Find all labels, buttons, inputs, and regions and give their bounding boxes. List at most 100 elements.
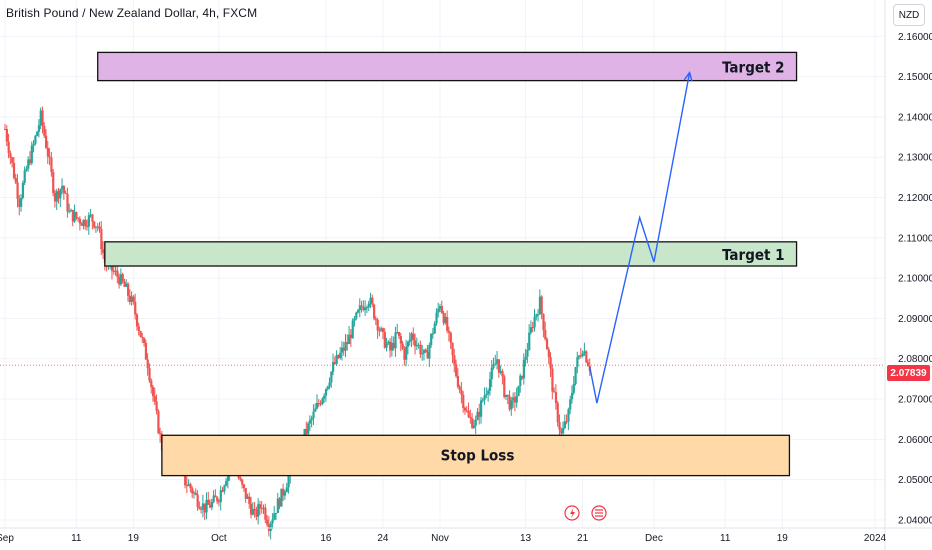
lightning-event-icon[interactable]	[564, 505, 580, 521]
candle	[196, 490, 199, 511]
candle	[307, 421, 310, 437]
candle	[390, 335, 394, 357]
candle	[544, 321, 547, 341]
candle	[250, 496, 253, 519]
candle	[321, 397, 324, 406]
currency-button[interactable]: NZD	[893, 4, 925, 26]
candle	[383, 328, 386, 349]
candle	[373, 303, 376, 321]
candle	[519, 373, 522, 393]
x-tick-label: 11	[720, 533, 731, 544]
candle	[456, 368, 460, 389]
candle	[556, 400, 559, 427]
candle	[143, 337, 146, 347]
chart-title: British Pound / New Zealand Dollar, 4h, …	[6, 6, 258, 20]
candle	[529, 320, 533, 335]
candle	[139, 330, 142, 338]
candle	[201, 494, 205, 518]
candle	[392, 336, 395, 351]
candle	[326, 385, 329, 391]
candle	[312, 404, 315, 425]
candle	[48, 148, 51, 166]
candle	[221, 487, 224, 493]
candle	[9, 150, 12, 165]
candle	[328, 377, 331, 390]
candle	[36, 130, 39, 137]
candle	[396, 323, 399, 335]
candle	[91, 213, 94, 230]
candle	[282, 483, 285, 501]
candle	[7, 133, 10, 159]
candle	[367, 300, 370, 312]
candle	[405, 339, 408, 367]
candle	[485, 387, 488, 399]
candle	[187, 479, 190, 487]
zone-box	[104, 241, 798, 267]
candle	[332, 353, 335, 376]
candle	[64, 190, 67, 195]
candle	[508, 390, 511, 412]
event-markers[interactable]	[564, 505, 607, 521]
candle	[462, 391, 465, 413]
candle	[497, 359, 501, 378]
candle	[155, 394, 158, 415]
candle	[28, 151, 32, 166]
candle	[80, 222, 83, 226]
y-tick-label: 2.13000	[898, 153, 932, 164]
candle	[521, 375, 524, 380]
candle	[460, 382, 463, 404]
candle	[96, 223, 99, 232]
candle	[574, 366, 577, 386]
candle	[285, 483, 288, 493]
candle	[52, 168, 55, 197]
candle	[513, 392, 517, 412]
candle	[198, 501, 201, 510]
candle	[449, 331, 452, 350]
candle	[225, 478, 228, 487]
candle	[11, 156, 14, 168]
candle	[558, 414, 561, 436]
candle	[273, 505, 276, 521]
candle	[535, 313, 538, 321]
candle	[353, 315, 356, 327]
candle	[32, 140, 35, 153]
candle	[317, 399, 320, 407]
candle	[59, 188, 62, 208]
candle	[455, 359, 458, 378]
candle	[68, 203, 71, 214]
candle	[324, 388, 328, 402]
candle	[387, 340, 390, 346]
candle	[118, 273, 121, 289]
candle	[260, 500, 263, 514]
candle	[89, 208, 92, 218]
candle	[446, 310, 449, 334]
candle	[563, 414, 566, 430]
y-tick-label: 2.10000	[898, 274, 932, 285]
candle	[244, 488, 247, 503]
candle	[30, 141, 33, 166]
candle	[333, 356, 337, 366]
candle	[453, 348, 456, 373]
x-tick-label: 16	[320, 533, 332, 544]
zone-box	[161, 434, 791, 477]
candle	[585, 349, 588, 364]
candle	[358, 298, 361, 318]
candle	[21, 180, 25, 200]
candle	[253, 501, 256, 518]
candle	[53, 189, 57, 208]
candle	[189, 482, 192, 493]
candle	[135, 313, 139, 331]
candles	[4, 106, 591, 540]
candle	[335, 350, 338, 366]
candle	[362, 300, 365, 312]
candle	[426, 345, 429, 359]
candle	[572, 376, 575, 395]
candle	[586, 359, 590, 367]
current-price-tag: 2.07839	[887, 365, 930, 381]
candle	[490, 360, 493, 388]
candle	[271, 513, 274, 530]
candle	[330, 370, 333, 388]
economic-event-icon[interactable]	[591, 505, 607, 521]
